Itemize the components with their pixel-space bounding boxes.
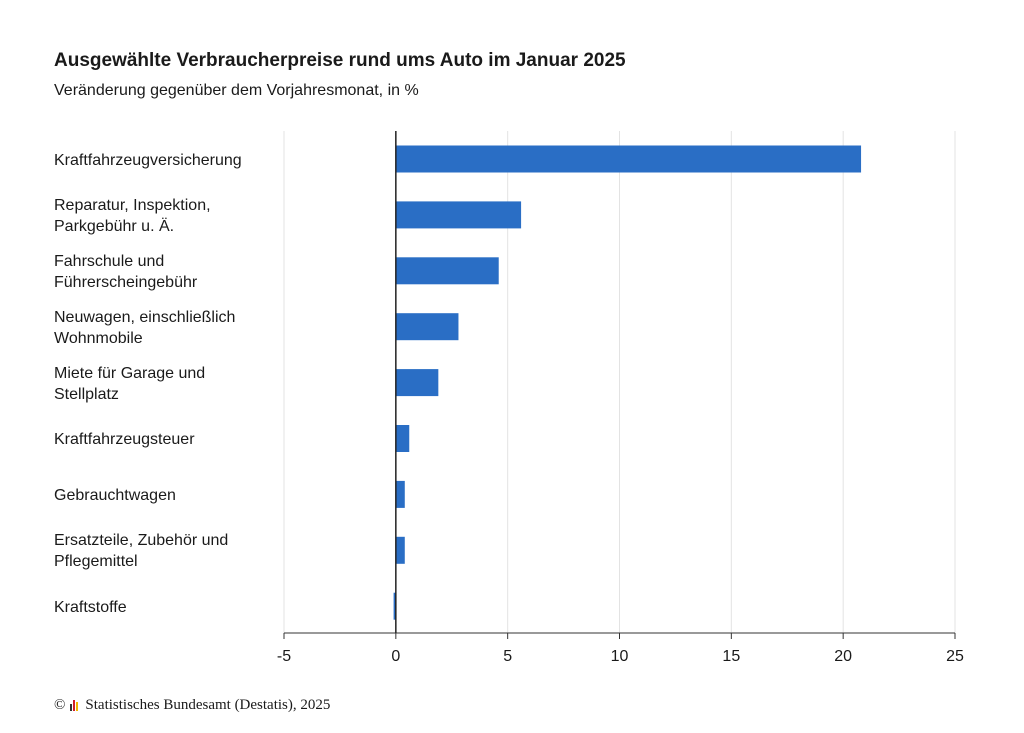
source-text: Statistisches Bundesamt (Destatis), 2025 — [85, 697, 331, 713]
category-label-line: Parkgebühr u. Ä. — [54, 217, 175, 235]
category-label-line: Gebrauchtwagen — [54, 486, 176, 504]
category-label-line: Wohnmobile — [54, 329, 143, 347]
category-label: Miete für Garage und Stellplatz — [54, 363, 284, 405]
bar — [395, 257, 499, 285]
bar — [395, 480, 405, 508]
category-label: Neuwagen, einschließlich Wohnmobile — [54, 307, 284, 349]
source-footer: © Statistisches Bundesamt (Destatis), 20… — [54, 697, 330, 714]
bar — [393, 592, 396, 620]
x-tick-label: 5 — [503, 648, 512, 665]
bar — [395, 313, 459, 341]
x-tick-label: -5 — [277, 648, 291, 665]
category-label-line: Reparatur, Inspektion, — [54, 196, 211, 214]
category-label: Kraftfahrzeugversicherung — [54, 150, 284, 171]
category-label: Kraftstoffe — [54, 597, 284, 618]
bar — [395, 425, 410, 452]
bar — [395, 536, 405, 564]
chart-subtitle: Veränderung gegenüber dem Vorjahresmonat… — [54, 82, 419, 99]
bar — [395, 145, 862, 173]
category-label: Kraftfahrzeugsteuer — [54, 429, 284, 450]
x-tick-label: 20 — [834, 648, 852, 665]
x-tick-label: 15 — [722, 648, 740, 665]
category-label-line: Pflegemittel — [54, 553, 138, 571]
category-label: Ersatzteile, Zubehör und Pflegemittel — [54, 530, 284, 572]
x-tick-label: 10 — [611, 648, 629, 665]
category-label-line: Kraftfahrzeugversicherung — [54, 151, 242, 169]
category-label: Reparatur, Inspektion, Parkgebühr u. Ä. — [54, 195, 284, 237]
bar — [395, 369, 439, 397]
category-label: Gebrauchtwagen — [54, 485, 284, 506]
category-label: Fahrschule und Führerscheingebühr — [54, 251, 284, 293]
category-label-line: Stellplatz — [54, 385, 119, 403]
category-label-line: Fahrschule und — [54, 252, 165, 270]
x-tick-label: 0 — [391, 648, 400, 665]
chart-title: Ausgewählte Verbraucherpreise rund ums A… — [54, 50, 626, 71]
x-tick-label: 25 — [946, 648, 964, 665]
category-label-line: Führerscheingebühr — [54, 273, 198, 291]
bar — [395, 201, 522, 229]
category-label-line: Kraftstoffe — [54, 598, 127, 616]
category-label-line: Kraftfahrzeugsteuer — [54, 431, 195, 448]
category-label-line: Neuwagen, einschließlich — [54, 308, 236, 326]
copyright-symbol: © — [54, 697, 66, 713]
category-label-line: Miete für Garage und — [54, 364, 206, 382]
destatis-logo-icon — [70, 700, 79, 711]
category-label-line: Ersatzteile, Zubehör und — [54, 532, 229, 550]
